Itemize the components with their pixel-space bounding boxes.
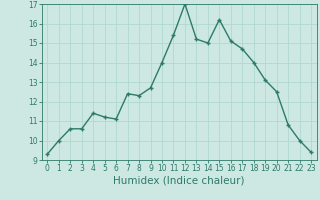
X-axis label: Humidex (Indice chaleur): Humidex (Indice chaleur) bbox=[114, 176, 245, 186]
